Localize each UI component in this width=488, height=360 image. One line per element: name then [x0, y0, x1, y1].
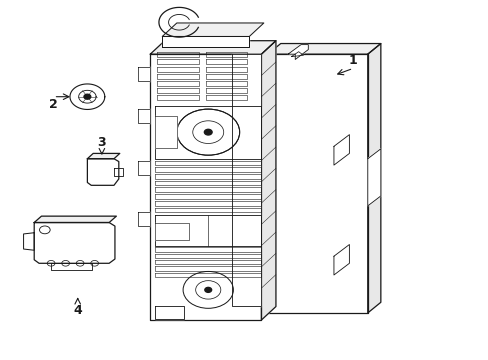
Polygon shape — [267, 54, 367, 313]
Circle shape — [84, 94, 91, 99]
Polygon shape — [155, 222, 188, 240]
Polygon shape — [150, 54, 261, 320]
Polygon shape — [70, 84, 104, 109]
Polygon shape — [162, 23, 264, 36]
Polygon shape — [34, 216, 116, 222]
Polygon shape — [150, 41, 275, 54]
Circle shape — [204, 287, 211, 292]
Circle shape — [204, 129, 212, 135]
Polygon shape — [267, 44, 380, 54]
Polygon shape — [183, 271, 233, 308]
Polygon shape — [138, 67, 150, 81]
Polygon shape — [138, 161, 150, 175]
Polygon shape — [87, 159, 119, 185]
Polygon shape — [23, 233, 34, 250]
Polygon shape — [51, 263, 92, 270]
Polygon shape — [367, 149, 380, 206]
Polygon shape — [155, 116, 177, 148]
Polygon shape — [162, 36, 249, 47]
Polygon shape — [155, 105, 261, 159]
Polygon shape — [138, 109, 150, 123]
Polygon shape — [87, 153, 120, 159]
Polygon shape — [155, 306, 183, 319]
Polygon shape — [34, 222, 115, 263]
Polygon shape — [287, 45, 308, 59]
Polygon shape — [177, 109, 239, 155]
Polygon shape — [333, 244, 349, 275]
Polygon shape — [232, 54, 261, 306]
Polygon shape — [155, 215, 261, 246]
Text: 2: 2 — [49, 98, 58, 111]
Text: 4: 4 — [73, 303, 82, 316]
Polygon shape — [261, 41, 275, 320]
Polygon shape — [159, 8, 198, 37]
Polygon shape — [367, 44, 380, 313]
Polygon shape — [138, 212, 150, 226]
Text: 3: 3 — [98, 136, 106, 149]
Polygon shape — [114, 168, 122, 176]
Polygon shape — [333, 135, 349, 165]
Text: 1: 1 — [348, 54, 357, 67]
